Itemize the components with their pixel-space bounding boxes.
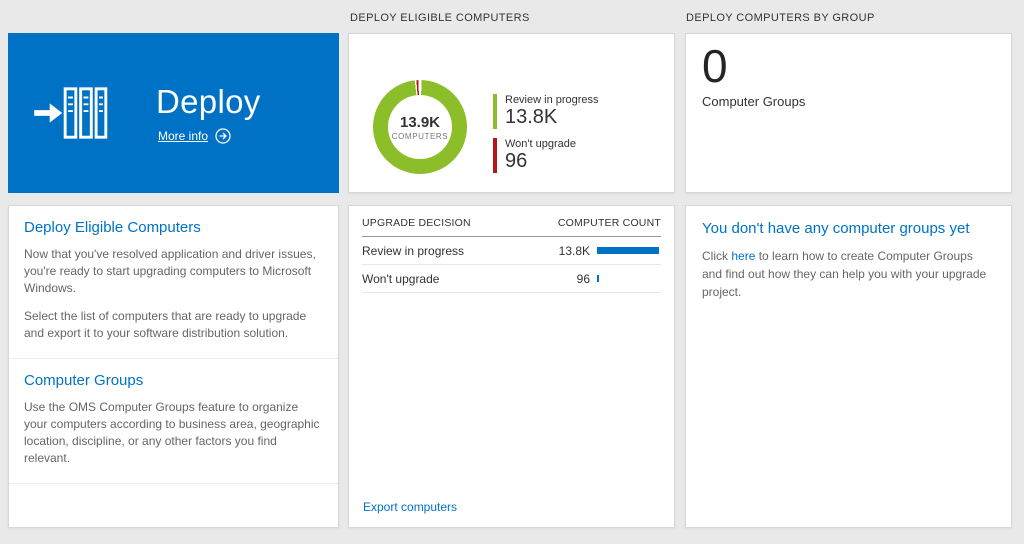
count-value: 96 bbox=[576, 271, 590, 286]
export-computers-link[interactable]: Export computers bbox=[363, 500, 458, 514]
computer-groups-count: 0 bbox=[702, 40, 728, 92]
computer-groups-count-card: 0 Computer Groups bbox=[685, 33, 1012, 193]
cell-decision: Review in progress bbox=[362, 243, 465, 258]
legend-label: Won't upgrade bbox=[505, 138, 577, 150]
donut-center-label: COMPUTERS bbox=[391, 131, 449, 141]
section-deploy-eligible-computers: Deploy Eligible Computers Now that you'v… bbox=[9, 206, 338, 360]
here-link[interactable]: here bbox=[731, 249, 756, 263]
section-computer-groups: Computer Groups Use the OMS Computer Gro… bbox=[9, 359, 338, 485]
table-header-row: UPGRADE DECISION COMPUTER COUNT bbox=[362, 206, 661, 237]
computer-groups-count-label: Computer Groups bbox=[702, 93, 806, 109]
table-row[interactable]: Won't upgrade 96 bbox=[362, 265, 661, 293]
count-bar bbox=[597, 247, 659, 254]
section-paragraph: Use the OMS Computer Groups feature to o… bbox=[24, 400, 320, 466]
deploy-tile-title: Deploy bbox=[156, 82, 261, 120]
legend-label: Review in progress bbox=[505, 94, 599, 106]
count-bar-area bbox=[597, 247, 661, 254]
count-value: 13.8K bbox=[558, 243, 590, 258]
upgrade-decision-table-card: UPGRADE DECISION COMPUTER COUNT Review i… bbox=[348, 205, 675, 528]
donut-center-value: 13.9K bbox=[399, 113, 441, 131]
cell-decision: Won't upgrade bbox=[362, 271, 440, 286]
legend-item-review-in-progress[interactable]: Review in progress 13.8K bbox=[493, 94, 599, 129]
table-row[interactable]: Review in progress 13.8K bbox=[362, 237, 661, 265]
no-groups-text-before: Click bbox=[702, 249, 732, 263]
deploy-info-panel: Deploy Eligible Computers Now that you'v… bbox=[8, 205, 339, 528]
cell-count: 96 bbox=[577, 272, 661, 286]
no-groups-heading: You don't have any computer groups yet bbox=[702, 220, 970, 237]
count-bar bbox=[597, 275, 599, 282]
deploy-tile[interactable]: Deploy More info bbox=[8, 33, 339, 193]
eligible-computers-chart-card: 13.9K COMPUTERS Review in progress 13.8K… bbox=[348, 33, 675, 193]
computers-by-group-column-header: DEPLOY COMPUTERS BY GROUP bbox=[686, 12, 875, 24]
table-header-upgrade-decision: UPGRADE DECISION bbox=[362, 217, 471, 229]
legend-value: 13.8K bbox=[505, 106, 558, 128]
chart-legend: Review in progress 13.8K Won't upgrade 9… bbox=[493, 94, 599, 173]
legend-item-wont-upgrade[interactable]: Won't upgrade 96 bbox=[493, 138, 599, 173]
cell-count: 13.8K bbox=[559, 244, 661, 258]
count-bar-area bbox=[597, 275, 661, 282]
eligible-computers-column-header: DEPLOY ELIGIBLE COMPUTERS bbox=[350, 12, 530, 24]
no-groups-text-after: to learn how to create Computer Groups a… bbox=[702, 249, 987, 299]
section-heading-deploy-eligible: Deploy Eligible Computers bbox=[24, 219, 201, 236]
section-paragraph: Select the list of computers that are re… bbox=[24, 309, 307, 341]
deploy-icon bbox=[32, 83, 108, 143]
section-heading-computer-groups: Computer Groups bbox=[24, 372, 144, 390]
more-info-link[interactable]: More info bbox=[158, 128, 209, 143]
legend-value: 96 bbox=[505, 150, 528, 172]
donut-center: 13.9K COMPUTERS bbox=[373, 80, 467, 174]
section-paragraph: Now that you've resolved application and… bbox=[24, 247, 316, 296]
table-header-computer-count: COMPUTER COUNT bbox=[557, 217, 661, 229]
arrow-circle-icon[interactable] bbox=[215, 127, 231, 144]
computer-groups-info-card: You don't have any computer groups yet C… bbox=[685, 205, 1012, 528]
donut-chart[interactable]: 13.9K COMPUTERS bbox=[373, 80, 467, 174]
no-groups-paragraph: Click here to learn how to create Comput… bbox=[702, 247, 995, 301]
